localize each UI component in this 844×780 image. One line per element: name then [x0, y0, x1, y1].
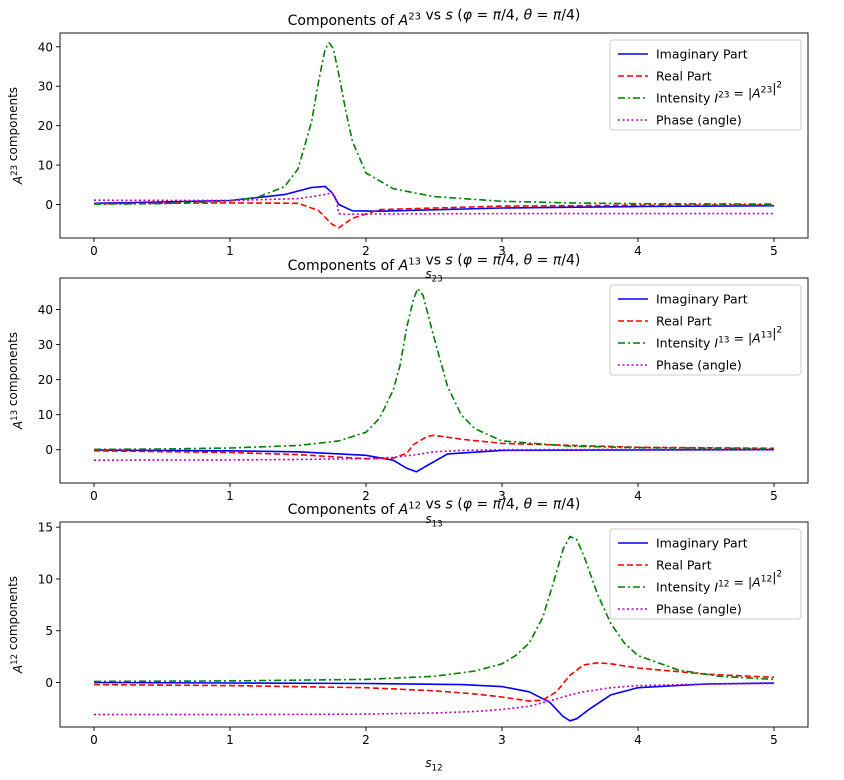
x-tick-label: 4 [634, 244, 642, 258]
x-tick-label: 0 [90, 733, 98, 747]
legend-label-3: Intensity I13 = |A13|2 [656, 326, 782, 351]
y-axis-label: A13 components [6, 332, 25, 430]
subplot-2: 0 1 2 3 4 5 0 10 20 30 40 Components of A13 vs s (φ… [6, 252, 809, 530]
chart-title: Components of A13 vs s (φ = π/4, θ = π/4… [288, 252, 581, 274]
x-tick-label: 0 [90, 244, 98, 258]
series-line-2 [93, 661, 775, 702]
legend-label-1: Imaginary Part [656, 47, 748, 62]
legend-label-2: Real Part [656, 69, 712, 84]
legend-label-2: Real Part [656, 314, 712, 329]
x-tick-label: 2 [362, 489, 370, 503]
series-line-1 [93, 448, 775, 473]
plot-frame [59, 277, 809, 484]
legend-label-3: Intensity I12 = |A12|2 [656, 570, 782, 595]
legend-label-4: Phase (angle) [656, 358, 742, 373]
y-tick-label: 30 [38, 80, 53, 94]
series-line-1 [93, 681, 775, 722]
y-tick-label: 5 [45, 624, 53, 638]
x-axis-label: s23 [425, 267, 442, 285]
x-tick-label: 0 [90, 489, 98, 503]
plot-frame [59, 32, 809, 239]
series-line-4 [93, 191, 774, 216]
y-axis-label: A12 components [6, 576, 25, 674]
series-line-3 [93, 42, 775, 205]
chart-title: Components of A12 vs s (φ = π/4, θ = π/4… [288, 496, 581, 518]
series-line-3 [93, 535, 775, 683]
chart-title: Components of A23 vs s (φ = π/4, θ = π/4… [288, 7, 581, 29]
legend-label-1: Imaginary Part [656, 292, 748, 307]
series-line-2 [93, 434, 775, 460]
x-tick-label: 2 [362, 244, 370, 258]
y-tick-label: 0 [45, 676, 53, 690]
x-tick-label: 4 [634, 733, 642, 747]
x-tick-label: 1 [226, 733, 234, 747]
legend-box [609, 528, 802, 620]
legend-label-1: Imaginary Part [656, 536, 748, 551]
series-line-2 [93, 202, 775, 229]
x-axis-label: s13 [425, 512, 442, 530]
y-tick-label: 10 [38, 572, 53, 586]
x-tick-label: 3 [498, 733, 506, 747]
subplot-3: 0 1 2 3 4 5 0 5 10 15 Components of A12 vs s (φ = … [6, 496, 809, 774]
y-axis-label: A23 components [6, 87, 25, 185]
y-tick-label: 40 [38, 303, 53, 317]
x-axis-label: s12 [425, 756, 442, 774]
x-tick-label: 2 [362, 733, 370, 747]
y-tick-label: 10 [38, 408, 53, 422]
y-tick-label: 20 [38, 373, 53, 387]
series-line-3 [93, 287, 775, 451]
y-tick-label: 15 [38, 521, 53, 535]
y-tick-label: 0 [45, 198, 53, 212]
x-tick-label: 5 [770, 244, 778, 258]
series-line-1 [93, 185, 775, 212]
x-tick-label: 5 [770, 733, 778, 747]
x-tick-label: 4 [634, 489, 642, 503]
legend-label-2: Real Part [656, 558, 712, 573]
series-line-4 [93, 448, 774, 462]
legend-box [609, 39, 802, 131]
x-tick-label: 3 [498, 244, 506, 258]
legend-box [609, 284, 802, 376]
y-tick-label: 0 [45, 443, 53, 457]
legend-label-3: Intensity I23 = |A23|2 [656, 81, 782, 106]
y-tick-label: 20 [38, 119, 53, 133]
plot-frame [59, 521, 809, 728]
y-tick-label: 10 [38, 159, 53, 173]
legend-label-4: Phase (angle) [656, 602, 742, 617]
x-tick-label: 1 [226, 489, 234, 503]
x-tick-label: 5 [770, 489, 778, 503]
series-line-4 [94, 682, 775, 716]
x-tick-label: 3 [498, 489, 506, 503]
subplot-1: 0 1 2 3 4 5 0 10 20 30 40 Components of A23 vs s (φ… [6, 7, 809, 285]
y-tick-label: 40 [38, 40, 53, 54]
y-tick-label: 30 [38, 338, 53, 352]
x-tick-label: 1 [226, 244, 234, 258]
legend-label-4: Phase (angle) [656, 113, 742, 128]
